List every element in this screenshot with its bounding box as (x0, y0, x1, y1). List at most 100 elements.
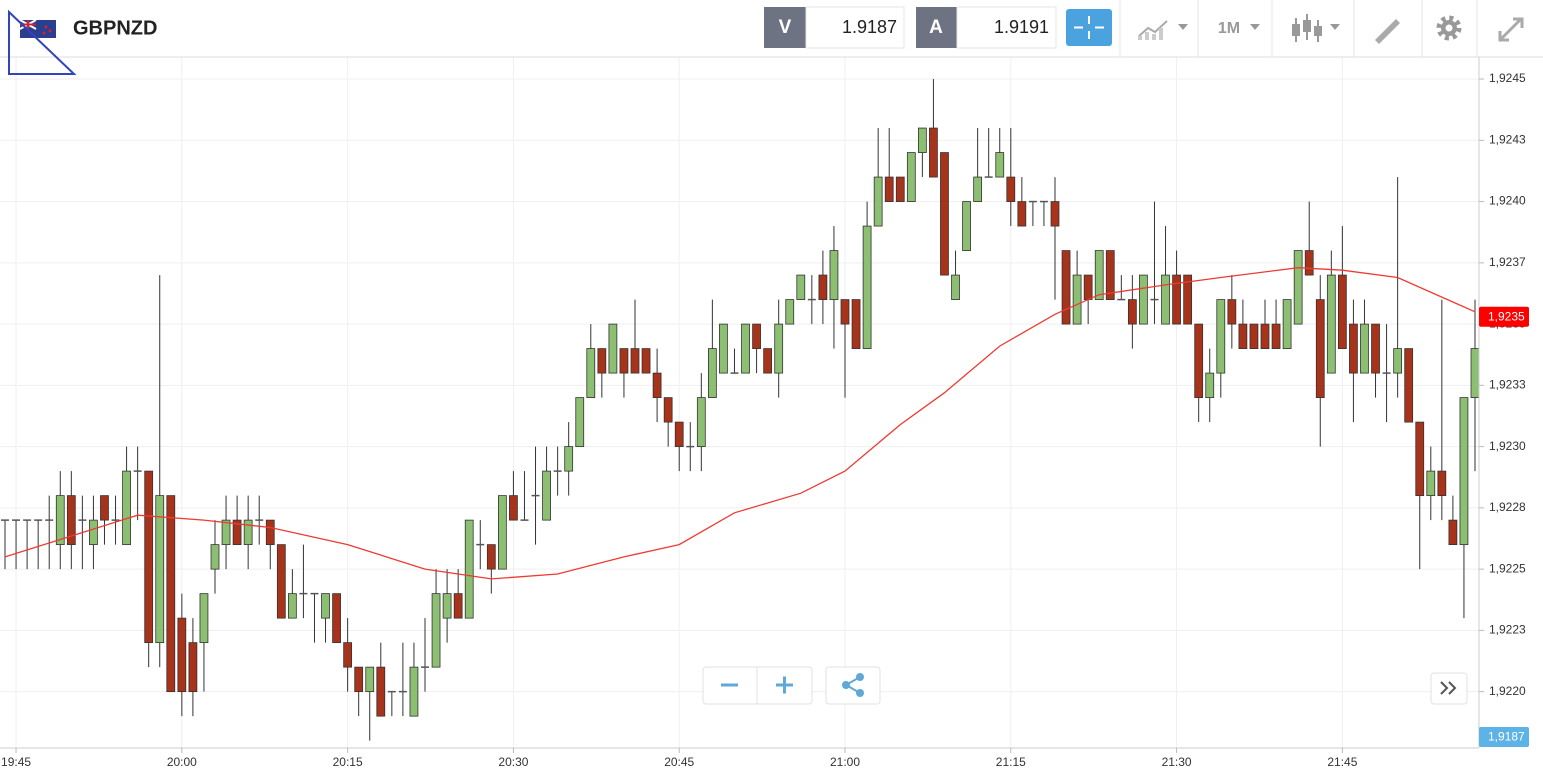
candle-body (497, 495, 507, 570)
settings-button[interactable] (1436, 15, 1462, 41)
candle-body (1337, 274, 1347, 349)
x-tick-label: 20:30 (498, 755, 528, 769)
candle-body (1470, 348, 1480, 398)
zoom-in-button[interactable] (776, 676, 793, 694)
flag-icon (19, 19, 56, 38)
candle-body (752, 323, 761, 349)
candle-body (862, 225, 872, 349)
candle-body (144, 470, 154, 644)
candle-body (1105, 250, 1115, 300)
candle-body (719, 323, 728, 374)
candle-body (243, 519, 253, 546)
candle-body (1282, 299, 1292, 349)
candle-body (763, 348, 773, 374)
candle-body (155, 495, 165, 644)
y-tick-label: 1,9225 (1489, 561, 1526, 575)
candle-body (917, 127, 927, 153)
candle-body (895, 176, 905, 202)
scroll-right-button[interactable] (1430, 672, 1468, 705)
candle-body (1194, 323, 1204, 398)
candle-body (619, 348, 629, 374)
buy-button[interactable] (916, 7, 957, 48)
candle-body (829, 250, 839, 300)
candle-body (1061, 250, 1071, 325)
candle-body (1183, 274, 1193, 325)
candle-body (796, 274, 806, 300)
candle-body (1304, 250, 1314, 276)
candle-body (785, 299, 795, 325)
candle-body (652, 372, 662, 398)
x-tick-label: 20:00 (167, 755, 197, 769)
candle-body (1371, 323, 1380, 374)
buy-price: 1.9191 (994, 17, 1049, 37)
x-tick-label: 20:15 (333, 755, 363, 769)
candle-body (287, 593, 297, 619)
candle-body (188, 642, 198, 693)
candle-body (1238, 323, 1248, 349)
candle-body (995, 152, 1005, 178)
candle-body (265, 519, 275, 546)
candle-body (1227, 299, 1237, 325)
plot-area (0, 57, 1480, 748)
candle-body (409, 666, 419, 717)
sell-button[interactable] (764, 7, 806, 48)
candle-body (1094, 250, 1104, 300)
share-button[interactable] (825, 666, 881, 705)
candle-body (851, 299, 861, 349)
candle-body (630, 348, 640, 374)
y-tick-label: 1,9240 (1489, 194, 1526, 208)
candle-body (940, 152, 949, 276)
chart-type-button[interactable] (1292, 14, 1340, 42)
candle-body (1072, 274, 1082, 325)
bid-tag (1479, 727, 1529, 747)
timeframe-caret (1250, 24, 1260, 30)
candle-body (774, 323, 784, 374)
candle-body (1205, 372, 1215, 398)
candle-body (1172, 274, 1181, 325)
price-tag (1479, 306, 1529, 327)
candle-body (354, 666, 364, 693)
candle-body (1426, 470, 1436, 497)
candle-body (1293, 250, 1303, 325)
candle-body (1393, 348, 1403, 374)
candle-body (453, 593, 463, 619)
y-tick-label: 1,9220 (1489, 684, 1526, 698)
candle-body (1006, 176, 1016, 202)
candle-body (1260, 323, 1270, 349)
candle-body (973, 176, 983, 202)
y-tick-label: 1,9228 (1489, 500, 1526, 514)
fullscreen-button[interactable] (1498, 17, 1524, 42)
candle-body (840, 299, 850, 325)
candle-body (464, 519, 474, 619)
candle-body (696, 397, 706, 448)
indicator-button[interactable] (1138, 20, 1188, 40)
crosshair-button[interactable] (1066, 9, 1112, 46)
candle-body (1127, 299, 1137, 325)
draw-button[interactable] (1374, 19, 1400, 44)
candle-body (962, 201, 971, 251)
candle-body (951, 274, 960, 300)
candle-body (276, 544, 286, 619)
candle-body (929, 127, 938, 178)
candle-body (509, 495, 518, 521)
candle-body (122, 470, 131, 546)
candle-body (210, 544, 220, 570)
candle-body (884, 176, 894, 202)
candle-body (1249, 323, 1259, 349)
y-tick-label: 1,9245 (1489, 71, 1526, 85)
candle-body (486, 544, 496, 570)
sell-price: 1.9187 (842, 17, 897, 37)
y-tick-label: 1,9223 (1489, 623, 1526, 637)
candle-body (1360, 323, 1369, 374)
timeframe[interactable]: 1M (1218, 20, 1240, 37)
candle-body (741, 323, 750, 374)
x-tick-label: 21:45 (1327, 755, 1357, 769)
candle-body (608, 323, 618, 374)
candle-body (55, 495, 65, 546)
candle-body (66, 495, 76, 546)
candle-body (321, 593, 330, 619)
candle-body (376, 666, 386, 717)
overlay: 1,9245 1,9243 1,9240 1,9237 1,9235 1,9233 1,92… (1, 71, 1529, 769)
candle-body (873, 176, 883, 227)
